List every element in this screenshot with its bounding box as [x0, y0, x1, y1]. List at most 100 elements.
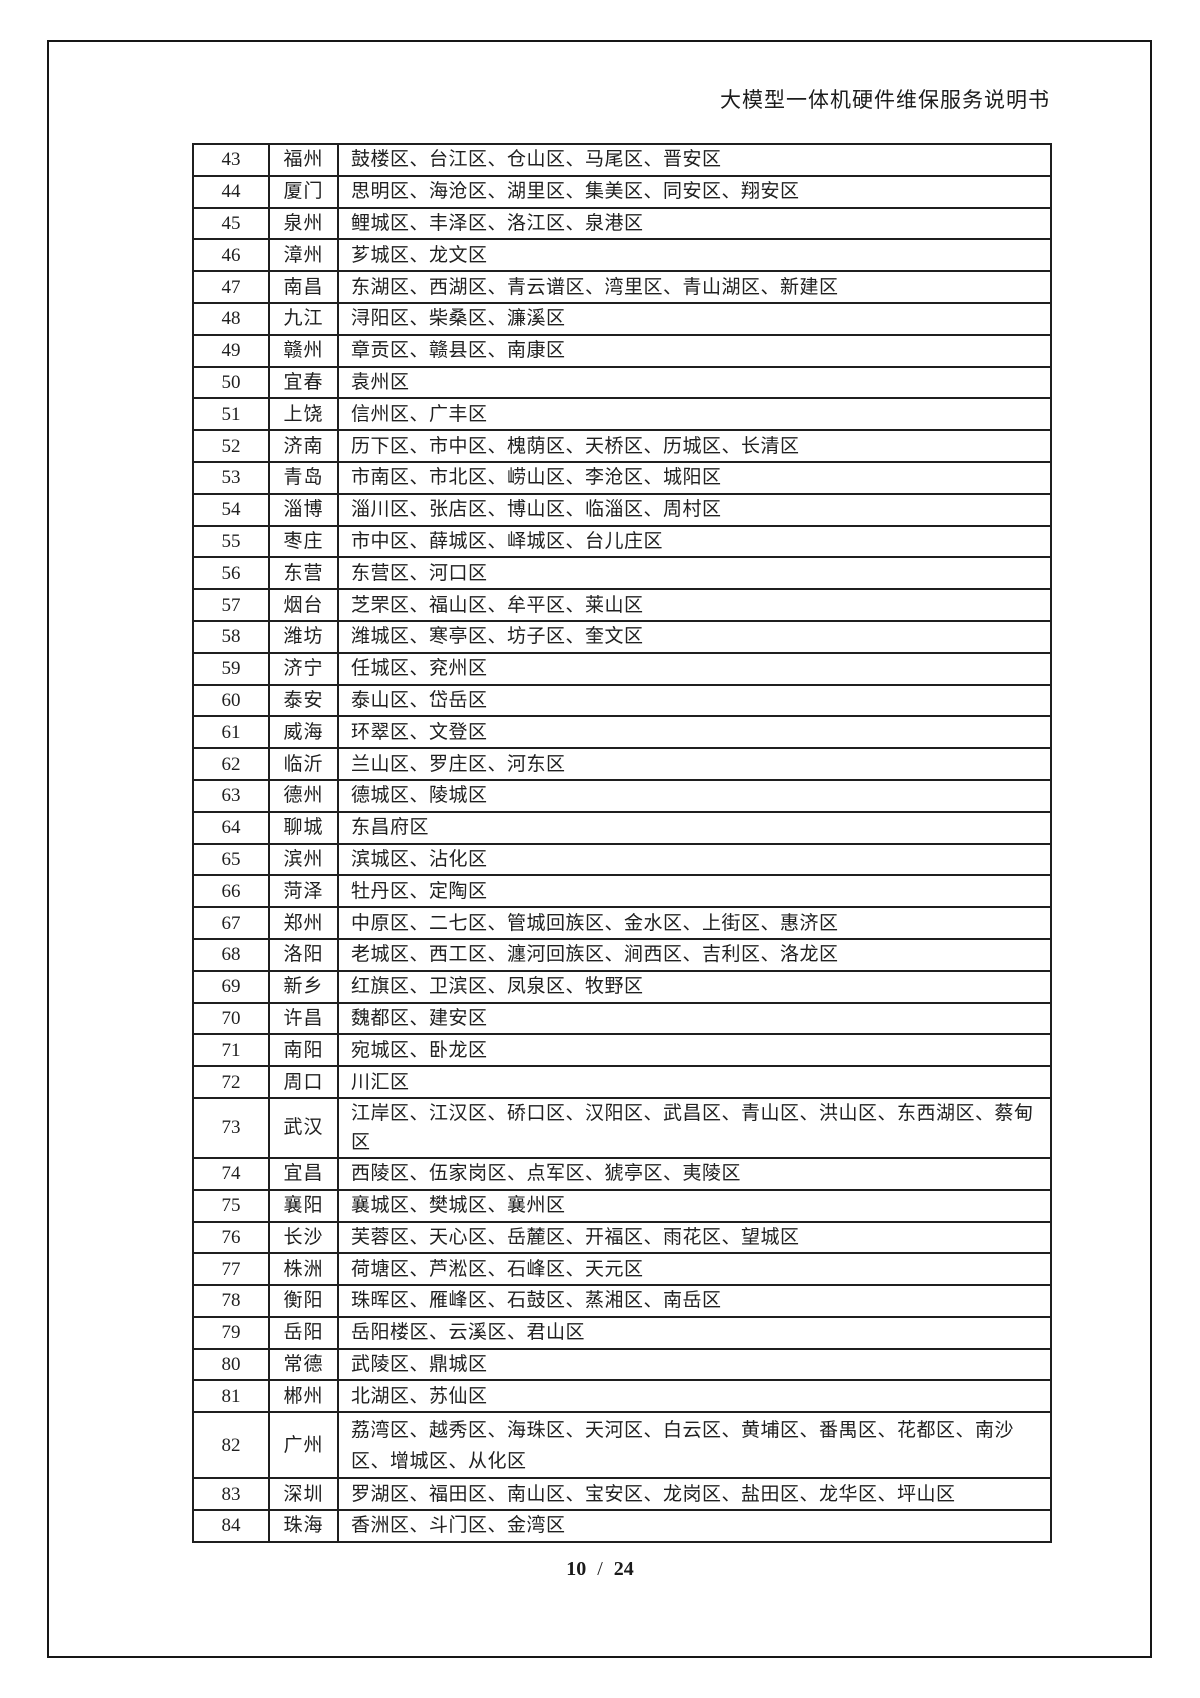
table-row: 84 珠海 香洲区、斗门区、金湾区: [192, 1509, 1052, 1543]
city-district-table: 43 福州 鼓楼区、台江区、仓山区、马尾区、晋安区 44 厦门 思明区、海沧区、湖里区、集…: [192, 143, 1052, 1543]
row-districts-cell: 兰山区、罗庄区、河东区: [337, 747, 1052, 781]
table-row: 73 武汉 江岸区、江汉区、硚口区、汉阳区、武昌区、青山区、洪山区、东西湖区、蔡甸区: [192, 1096, 1052, 1159]
total-page-count: 24: [613, 1558, 634, 1580]
row-number-cell: 64: [192, 810, 270, 845]
row-districts-cell: 思明区、海沧区、湖里区、集美区、同安区、翔安区: [337, 174, 1052, 209]
row-number-cell: 43: [192, 143, 270, 177]
row-city-cell: 赣州: [268, 333, 339, 368]
row-districts-cell: 岳阳楼区、云溪区、君山区: [337, 1315, 1052, 1350]
row-districts-cell: 浔阳区、柴桑区、濂溪区: [337, 301, 1052, 336]
row-districts-cell: 芝罘区、福山区、牟平区、莱山区: [337, 588, 1052, 622]
row-number-cell: 44: [192, 174, 270, 209]
row-city-cell: 滨州: [268, 842, 339, 877]
row-number-cell: 60: [192, 683, 270, 718]
table-row: 66 菏泽 牡丹区、定陶区: [192, 874, 1052, 909]
row-districts-cell: 川汇区: [337, 1065, 1052, 1099]
row-districts-cell: 魏都区、建安区: [337, 1001, 1052, 1036]
row-number-cell: 81: [192, 1379, 270, 1414]
row-number-cell: 76: [192, 1220, 270, 1255]
row-city-cell: 南昌: [268, 270, 339, 304]
table-row: 72 周口 川汇区: [192, 1065, 1052, 1099]
table-row: 54 淄博 淄川区、张店区、博山区、临淄区、周村区: [192, 492, 1052, 527]
table-row: 60 泰安 泰山区、岱岳区: [192, 683, 1052, 718]
row-number-cell: 49: [192, 333, 270, 368]
row-number-cell: 59: [192, 651, 270, 686]
row-number-cell: 61: [192, 715, 270, 750]
table-row: 82 广州 荔湾区、越秀区、海珠区、天河区、白云区、黄埔区、番禺区、花都区、南沙区、…: [192, 1411, 1052, 1480]
row-city-cell: 长沙: [268, 1220, 339, 1255]
table-row: 51 上饶 信州区、广丰区: [192, 397, 1052, 432]
table-row: 69 新乡 红旗区、卫滨区、凤泉区、牧野区: [192, 969, 1052, 1004]
row-districts-cell: 鼓楼区、台江区、仓山区、马尾区、晋安区: [337, 143, 1052, 177]
row-city-cell: 广州: [268, 1411, 339, 1480]
row-city-cell: 济南: [268, 429, 339, 463]
row-city-cell: 济宁: [268, 651, 339, 686]
table-row: 67 郑州 中原区、二七区、管城回族区、金水区、上街区、惠济区: [192, 906, 1052, 940]
current-page-number: 10: [566, 1558, 587, 1580]
row-city-cell: 宜昌: [268, 1156, 339, 1191]
row-number-cell: 70: [192, 1001, 270, 1036]
row-city-cell: 聊城: [268, 810, 339, 845]
row-city-cell: 漳州: [268, 238, 339, 273]
table-row: 48 九江 浔阳区、柴桑区、濂溪区: [192, 301, 1052, 336]
row-number-cell: 73: [192, 1096, 270, 1159]
row-number-cell: 46: [192, 238, 270, 273]
row-city-cell: 青岛: [268, 460, 339, 495]
row-city-cell: 宜春: [268, 365, 339, 400]
row-districts-cell: 北湖区、苏仙区: [337, 1379, 1052, 1414]
row-number-cell: 66: [192, 874, 270, 909]
row-number-cell: 65: [192, 842, 270, 877]
row-districts-cell: 历下区、市中区、槐荫区、天桥区、历城区、长清区: [337, 429, 1052, 463]
row-number-cell: 68: [192, 937, 270, 972]
table-row: 63 德州 德城区、陵城区: [192, 778, 1052, 813]
row-districts-cell: 牡丹区、定陶区: [337, 874, 1052, 909]
page-number-separator: /: [597, 1558, 603, 1580]
table-row: 52 济南 历下区、市中区、槐荫区、天桥区、历城区、长清区: [192, 429, 1052, 463]
row-number-cell: 50: [192, 365, 270, 400]
row-number-cell: 69: [192, 969, 270, 1004]
table-row: 70 许昌 魏都区、建安区: [192, 1001, 1052, 1036]
row-districts-cell: 任城区、兖州区: [337, 651, 1052, 686]
table-row: 62 临沂 兰山区、罗庄区、河东区: [192, 747, 1052, 781]
row-city-cell: 泉州: [268, 206, 339, 241]
table-row: 83 深圳 罗湖区、福田区、南山区、宝安区、龙岗区、盐田区、龙华区、坪山区: [192, 1477, 1052, 1512]
row-districts-cell: 珠晖区、雁峰区、石鼓区、蒸湘区、南岳区: [337, 1284, 1052, 1318]
row-districts-cell: 德城区、陵城区: [337, 778, 1052, 813]
row-city-cell: 九江: [268, 301, 339, 336]
row-city-cell: 淄博: [268, 492, 339, 527]
table-row: 64 聊城 东昌府区: [192, 810, 1052, 845]
table-row: 75 襄阳 襄城区、樊城区、襄州区: [192, 1188, 1052, 1223]
row-districts-cell: 武陵区、鼎城区: [337, 1347, 1052, 1382]
row-number-cell: 75: [192, 1188, 270, 1223]
table-row: 77 株洲 荷塘区、芦淞区、石峰区、天元区: [192, 1252, 1052, 1287]
row-number-cell: 58: [192, 619, 270, 654]
row-districts-cell: 滨城区、沾化区: [337, 842, 1052, 877]
row-number-cell: 72: [192, 1065, 270, 1099]
row-city-cell: 深圳: [268, 1477, 339, 1512]
row-city-cell: 临沂: [268, 747, 339, 781]
row-number-cell: 80: [192, 1347, 270, 1382]
table-row: 61 威海 环翠区、文登区: [192, 715, 1052, 750]
row-number-cell: 47: [192, 270, 270, 304]
row-districts-cell: 宛城区、卧龙区: [337, 1033, 1052, 1068]
table-row: 65 滨州 滨城区、沾化区: [192, 842, 1052, 877]
row-number-cell: 78: [192, 1284, 270, 1318]
row-number-cell: 57: [192, 588, 270, 622]
table-row: 68 洛阳 老城区、西工区、瀍河回族区、涧西区、吉利区、洛龙区: [192, 937, 1052, 972]
table-row: 45 泉州 鲤城区、丰泽区、洛江区、泉港区: [192, 206, 1052, 241]
page-number-footer: 10 / 24: [0, 1558, 1200, 1581]
row-city-cell: 郑州: [268, 906, 339, 940]
row-districts-cell: 芙蓉区、天心区、岳麓区、开福区、雨花区、望城区: [337, 1220, 1052, 1255]
row-districts-cell: 袁州区: [337, 365, 1052, 400]
row-city-cell: 东营: [268, 556, 339, 591]
row-districts-cell: 老城区、西工区、瀍河回族区、涧西区、吉利区、洛龙区: [337, 937, 1052, 972]
table-row: 49 赣州 章贡区、赣县区、南康区: [192, 333, 1052, 368]
table-row: 81 郴州 北湖区、苏仙区: [192, 1379, 1052, 1414]
row-number-cell: 48: [192, 301, 270, 336]
row-city-cell: 洛阳: [268, 937, 339, 972]
table-row: 74 宜昌 西陵区、伍家岗区、点军区、猇亭区、夷陵区: [192, 1156, 1052, 1191]
row-number-cell: 53: [192, 460, 270, 495]
row-city-cell: 襄阳: [268, 1188, 339, 1223]
row-districts-cell: 章贡区、赣县区、南康区: [337, 333, 1052, 368]
row-number-cell: 82: [192, 1411, 270, 1480]
